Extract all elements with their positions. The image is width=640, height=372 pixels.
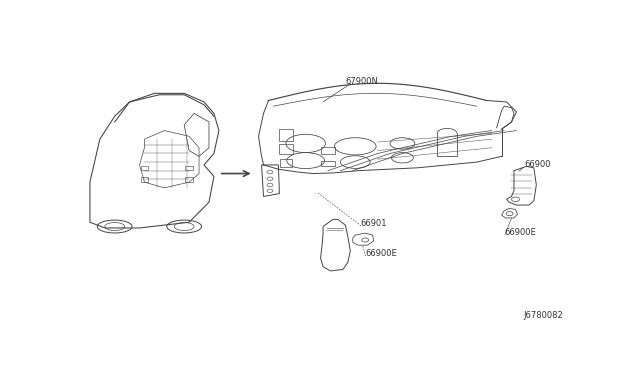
- Text: 67900N: 67900N: [346, 77, 378, 86]
- Text: 66900E: 66900E: [365, 249, 397, 258]
- Bar: [321, 147, 335, 154]
- Text: 66901: 66901: [360, 219, 387, 228]
- Bar: [279, 129, 292, 141]
- Text: 66900: 66900: [524, 160, 550, 169]
- Bar: [141, 166, 148, 170]
- Bar: [185, 177, 193, 182]
- Bar: [141, 177, 148, 182]
- Text: 66900E: 66900E: [504, 228, 536, 237]
- Bar: [280, 159, 292, 167]
- Bar: [321, 161, 335, 166]
- Bar: [279, 144, 292, 154]
- Bar: [185, 166, 193, 170]
- Text: J6780082: J6780082: [524, 311, 564, 320]
